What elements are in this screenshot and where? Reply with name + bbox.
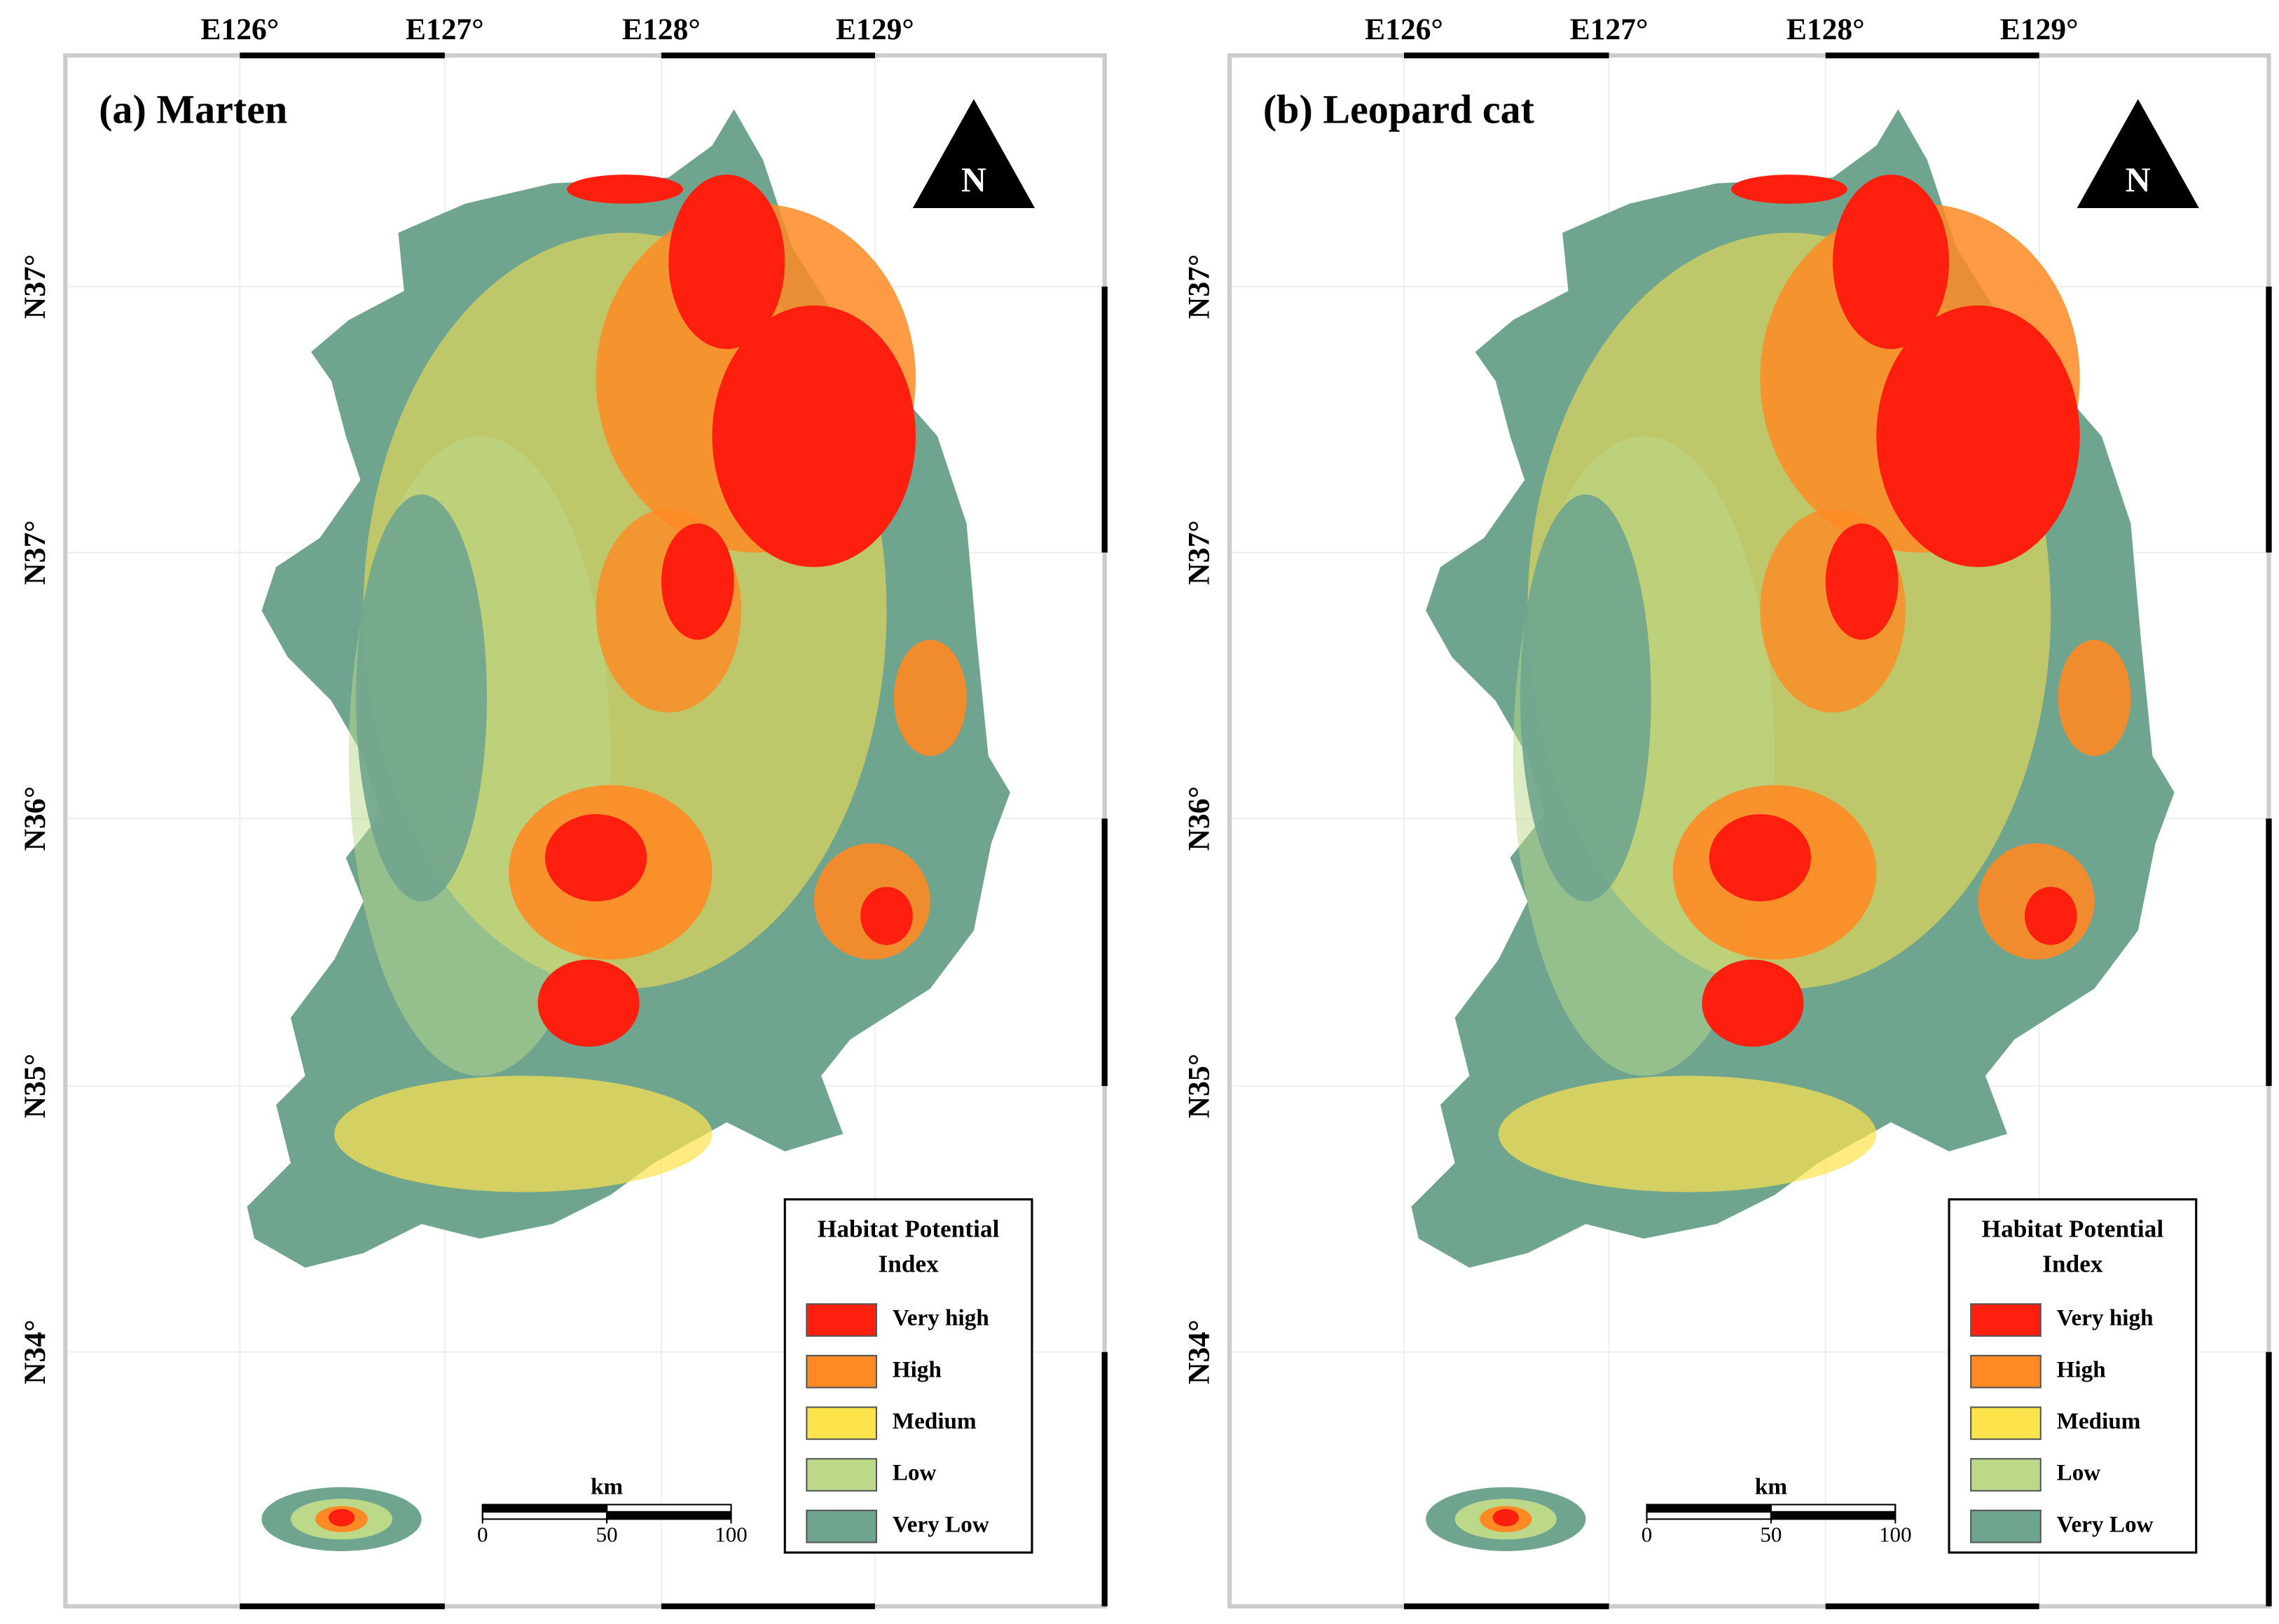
habitat-zone — [1520, 494, 1651, 902]
legend-swatch — [806, 1303, 878, 1337]
habitat-zone — [567, 174, 684, 204]
latitude-label: N37° — [1183, 254, 1216, 319]
legend-label: Very Low — [2057, 1511, 2154, 1537]
latitude-label: N37° — [1183, 520, 1216, 584]
habitat-zone — [1833, 174, 1950, 350]
legend-title: Index — [879, 1250, 939, 1277]
scale-segment — [606, 1503, 732, 1513]
latitude-label: N35° — [18, 1054, 52, 1118]
scale-segment — [1770, 1511, 1896, 1520]
legend-title: Habitat Potential — [818, 1216, 1000, 1243]
scale-tick-label: 100 — [715, 1522, 748, 1546]
legend-swatch — [1970, 1303, 2042, 1337]
longitude-label: E129° — [836, 13, 914, 46]
habitat-zone — [537, 959, 640, 1047]
legend-label: Very Low — [893, 1511, 989, 1537]
habitat-zone — [1876, 305, 2080, 567]
legend-swatch — [1970, 1354, 2042, 1389]
map-panel: (a) Marten N E126° E127° E128° E129° N37° N37° N… — [18, 13, 1108, 1609]
legend-swatch — [806, 1509, 878, 1543]
scale-tick-label: 50 — [596, 1522, 618, 1546]
legend-swatch — [1970, 1509, 2042, 1543]
scale-tick-label: 50 — [1760, 1522, 1782, 1546]
latitude-label: N36° — [1183, 786, 1216, 851]
legend-label: High — [893, 1356, 942, 1382]
north-arrow — [912, 99, 1035, 208]
north-arrow — [2077, 99, 2199, 208]
north-label: N — [961, 160, 986, 199]
map-panel: (b) Leopard cat N E126° E127° E128° E129° N37°… — [1183, 13, 2272, 1609]
longitude-label: E126° — [200, 13, 279, 46]
scale-tick-label: 0 — [1641, 1522, 1653, 1546]
habitat-zone — [1709, 814, 1811, 902]
latitude-label: N37° — [18, 254, 52, 319]
longitude-label: E127° — [406, 13, 484, 46]
habitat-zone — [2058, 640, 2131, 757]
scale-segment — [1770, 1503, 1896, 1513]
legend-label: Low — [2057, 1460, 2101, 1486]
longitude-label: E128° — [622, 13, 701, 46]
habitat-zone — [860, 886, 913, 945]
habitat-zone — [328, 1508, 355, 1527]
scale-tick-label: 100 — [1879, 1522, 1912, 1546]
habitat-zone — [893, 640, 967, 757]
legend-label: Medium — [2057, 1408, 2141, 1434]
longitude-label: E126° — [1365, 13, 1443, 46]
habitat-zone — [1730, 174, 1847, 204]
habitat-zone — [668, 174, 785, 350]
scale-segment — [481, 1511, 608, 1520]
scale-segment — [606, 1511, 732, 1520]
habitat-zone — [1825, 523, 1899, 640]
panel-title: (b) Leopard cat — [1263, 86, 1535, 132]
latitude-label: N37° — [18, 520, 52, 584]
habitat-zone — [356, 494, 487, 902]
legend-label: Very high — [2057, 1305, 2154, 1331]
legend-swatch — [806, 1458, 878, 1492]
habitat-zone — [2024, 886, 2077, 945]
habitat-zone — [334, 1075, 712, 1192]
legend-swatch — [1970, 1458, 2042, 1492]
scale-tick-label: 0 — [477, 1522, 488, 1546]
longitude-label: E129° — [2000, 13, 2079, 46]
legend-swatch — [806, 1406, 878, 1440]
latitude-label: N36° — [18, 786, 52, 851]
habitat-zone — [661, 523, 734, 640]
panel-title: (a) Marten — [99, 86, 287, 132]
latitude-label: N34° — [1183, 1320, 1216, 1384]
habitat-zone — [1498, 1075, 1877, 1192]
scale-segment — [1646, 1511, 1772, 1520]
scale-segment — [481, 1503, 608, 1513]
scale-segment — [1646, 1503, 1772, 1513]
habitat-zone — [544, 814, 647, 902]
legend-label: Low — [893, 1460, 937, 1486]
legend-swatch — [1970, 1406, 2042, 1440]
legend-title: Index — [2042, 1250, 2103, 1277]
legend-title: Habitat Potential — [1982, 1216, 2164, 1243]
latitude-label: N35° — [1183, 1054, 1216, 1118]
habitat-zone — [712, 305, 916, 567]
habitat-zone — [1492, 1508, 1519, 1527]
longitude-label: E128° — [1786, 13, 1865, 46]
scale-unit: km — [1755, 1473, 1787, 1499]
longitude-label: E127° — [1570, 13, 1648, 46]
north-label: N — [2126, 160, 2151, 199]
habitat-zone — [1702, 959, 1804, 1047]
legend-swatch — [806, 1354, 878, 1389]
scale-unit: km — [591, 1473, 623, 1499]
legend-label: Medium — [893, 1408, 977, 1434]
legend-label: High — [2057, 1356, 2106, 1382]
legend-label: Very high — [893, 1305, 989, 1331]
latitude-label: N34° — [18, 1320, 52, 1384]
